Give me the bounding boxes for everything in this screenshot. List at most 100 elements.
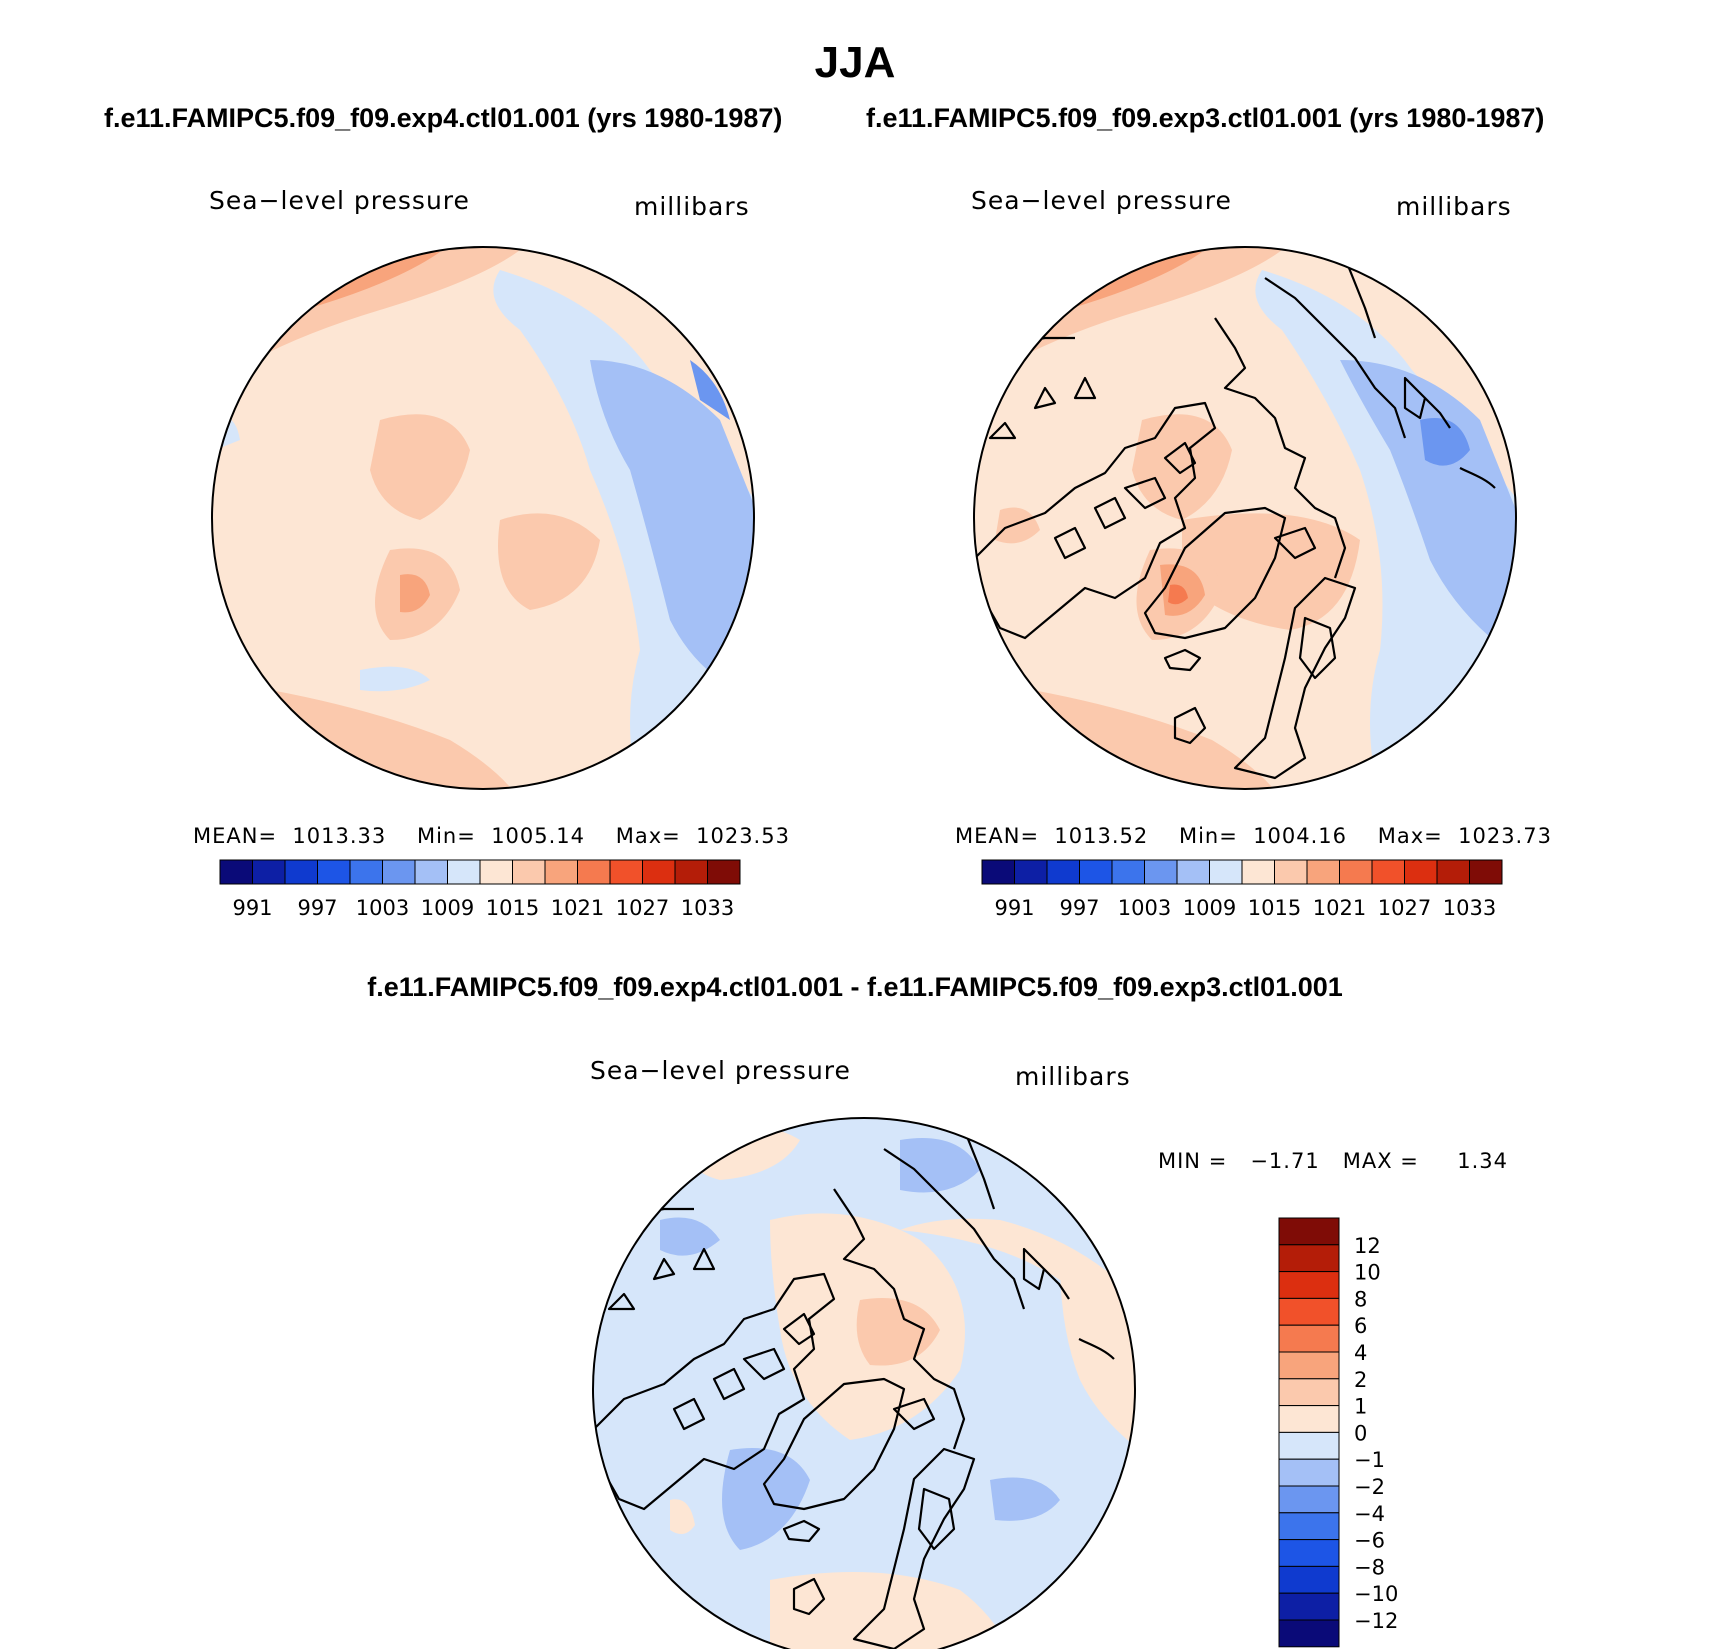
left-variable-label: Sea−level pressure: [209, 186, 470, 215]
diff-colorbar-swatch: [1278, 1592, 1340, 1621]
diff-colorbar-tick-label: 4: [1354, 1341, 1367, 1365]
right-max-value: 1023.73: [1458, 824, 1552, 848]
right-map: [974, 247, 1516, 789]
right-colorbar-swatch: [1176, 859, 1210, 885]
left-colorbar-swatch: [382, 859, 416, 885]
right-colorbar-tick-label: 1003: [1118, 896, 1171, 920]
right-mean-value: 1013.52: [1054, 824, 1149, 848]
difference-title: f.e11.FAMIPC5.f09_f09.exp4.ctl01.001 - f…: [367, 972, 1343, 1002]
diff-colorbar-swatch: [1278, 1512, 1340, 1541]
diff-min-value: −1.71: [1250, 1149, 1320, 1173]
case-title-left: f.e11.FAMIPC5.f09_f09.exp4.ctl01.001 (yr…: [104, 103, 783, 133]
right-colorbar-tick-label: 1021: [1313, 896, 1366, 920]
left-colorbar-swatch: [707, 859, 741, 885]
left-max-label: Max=: [615, 824, 681, 848]
diff-colorbar-tick-label: −4: [1354, 1502, 1385, 1526]
left-mean-value: 1013.33: [292, 824, 387, 848]
diff-colorbar-swatch: [1278, 1619, 1340, 1648]
right-colorbar-swatch: [1436, 859, 1470, 885]
diff-colorbar-swatch: [1278, 1458, 1340, 1487]
difference-map: [593, 1118, 1135, 1649]
left-colorbar-swatch: [544, 859, 578, 885]
right-colorbar-tick-label: 1027: [1378, 896, 1431, 920]
diff-colorbar-swatch: [1278, 1297, 1340, 1326]
left-colorbar-swatch: [284, 859, 318, 885]
left-max-value: 1023.53: [696, 824, 790, 848]
diff-colorbar-tick-label: −12: [1354, 1609, 1398, 1633]
diff-colorbar-tick-label: 12: [1354, 1234, 1381, 1258]
diff-colorbar-tick-label: −1: [1354, 1448, 1385, 1472]
left-stats: MEAN= 1013.33 Min= 1005.14 Max= 1023.53: [193, 824, 790, 848]
diff-colorbar-swatch: [1278, 1351, 1340, 1380]
right-colorbar-swatch: [1371, 859, 1405, 885]
right-stats: MEAN= 1013.52 Min= 1004.16 Max= 1023.73: [955, 824, 1552, 848]
left-colorbar-tick-label: 1033: [681, 896, 734, 920]
diff-colorbar-swatch: [1278, 1405, 1340, 1433]
diff-colorbar-tick-label: 0: [1354, 1421, 1367, 1445]
left-mean-label: MEAN=: [193, 824, 278, 848]
left-colorbar-tick-label: 1021: [551, 896, 604, 920]
left-colorbar-tick-label: 1009: [421, 896, 474, 920]
left-map: [212, 247, 754, 789]
season-title: JJA: [814, 38, 896, 87]
diff-colorbar-swatch: [1278, 1217, 1340, 1246]
left-colorbar: 991 997 1003 1009 1015 1021 1027 1033: [219, 859, 741, 920]
diff-colorbar-tick-label: −10: [1354, 1582, 1398, 1606]
left-colorbar-tick-label: 1003: [356, 896, 409, 920]
right-min-value: 1004.16: [1253, 824, 1348, 848]
left-colorbar-tick-label: 997: [297, 896, 337, 920]
right-colorbar-swatch: [1144, 859, 1178, 885]
right-colorbar-swatch: [1469, 859, 1503, 885]
left-colorbar-swatch: [447, 859, 481, 885]
diff-min-label: MIN =: [1158, 1149, 1228, 1173]
right-colorbar-swatch: [1111, 859, 1145, 885]
left-colorbar-swatch: [219, 859, 253, 885]
left-colorbar-swatch: [349, 859, 383, 885]
right-colorbar-swatch: [1209, 859, 1243, 885]
right-colorbar: 991 997 1003 1009 1015 1021 1027 1033: [981, 859, 1503, 920]
diff-max-value: 1.34: [1457, 1149, 1509, 1173]
right-variable-label: Sea−level pressure: [971, 186, 1232, 215]
left-units-label: millibars: [634, 192, 750, 221]
right-max-label: Max=: [1377, 824, 1443, 848]
left-colorbar-swatch: [414, 859, 448, 885]
left-colorbar-swatch: [642, 859, 676, 885]
left-colorbar-tick-label: 1027: [616, 896, 669, 920]
diff-colorbar-swatch: [1278, 1431, 1340, 1460]
right-colorbar-swatch: [1079, 859, 1113, 885]
right-colorbar-swatch: [981, 859, 1015, 885]
diff-stats: MIN = −1.71 MAX = 1.34: [1158, 1149, 1508, 1173]
diff-colorbar-tick-label: 1: [1354, 1395, 1367, 1419]
right-colorbar-swatch: [1306, 859, 1340, 885]
right-colorbar-swatch: [1241, 859, 1275, 885]
diff-colorbar-tick-label: 10: [1354, 1261, 1381, 1285]
diff-colorbar-swatch: [1278, 1565, 1340, 1594]
diff-colorbar-tick-label: 2: [1354, 1368, 1367, 1392]
left-min-label: Min=: [416, 824, 476, 848]
right-colorbar-swatch: [1274, 859, 1308, 885]
diff-colorbar-swatch: [1278, 1324, 1340, 1353]
diff-max-label: MAX =: [1342, 1149, 1419, 1173]
right-units-label: millibars: [1396, 192, 1512, 221]
left-colorbar-swatch: [317, 859, 351, 885]
left-colorbar-tick-label: 991: [232, 896, 272, 920]
left-colorbar-swatch: [252, 859, 286, 885]
diff-units-label: millibars: [1015, 1062, 1131, 1091]
diff-colorbar-tick-label: 8: [1354, 1287, 1367, 1311]
left-colorbar-swatch: [479, 859, 513, 885]
right-colorbar-swatch: [1339, 859, 1373, 885]
left-colorbar-swatch: [674, 859, 708, 885]
right-mean-label: MEAN=: [955, 824, 1040, 848]
case-title-right: f.e11.FAMIPC5.f09_f09.exp3.ctl01.001 (yr…: [866, 103, 1545, 133]
diff-colorbar-swatch: [1278, 1244, 1340, 1273]
right-colorbar-tick-label: 1015: [1248, 896, 1301, 920]
diff-colorbar-swatch: [1278, 1485, 1340, 1514]
right-colorbar-tick-label: 997: [1059, 896, 1099, 920]
right-colorbar-swatch: [1404, 859, 1438, 885]
left-colorbar-swatch: [609, 859, 643, 885]
diff-colorbar-tick-label: 6: [1354, 1314, 1367, 1338]
diff-colorbar-swatch: [1278, 1539, 1340, 1567]
left-colorbar-swatch: [512, 859, 546, 885]
